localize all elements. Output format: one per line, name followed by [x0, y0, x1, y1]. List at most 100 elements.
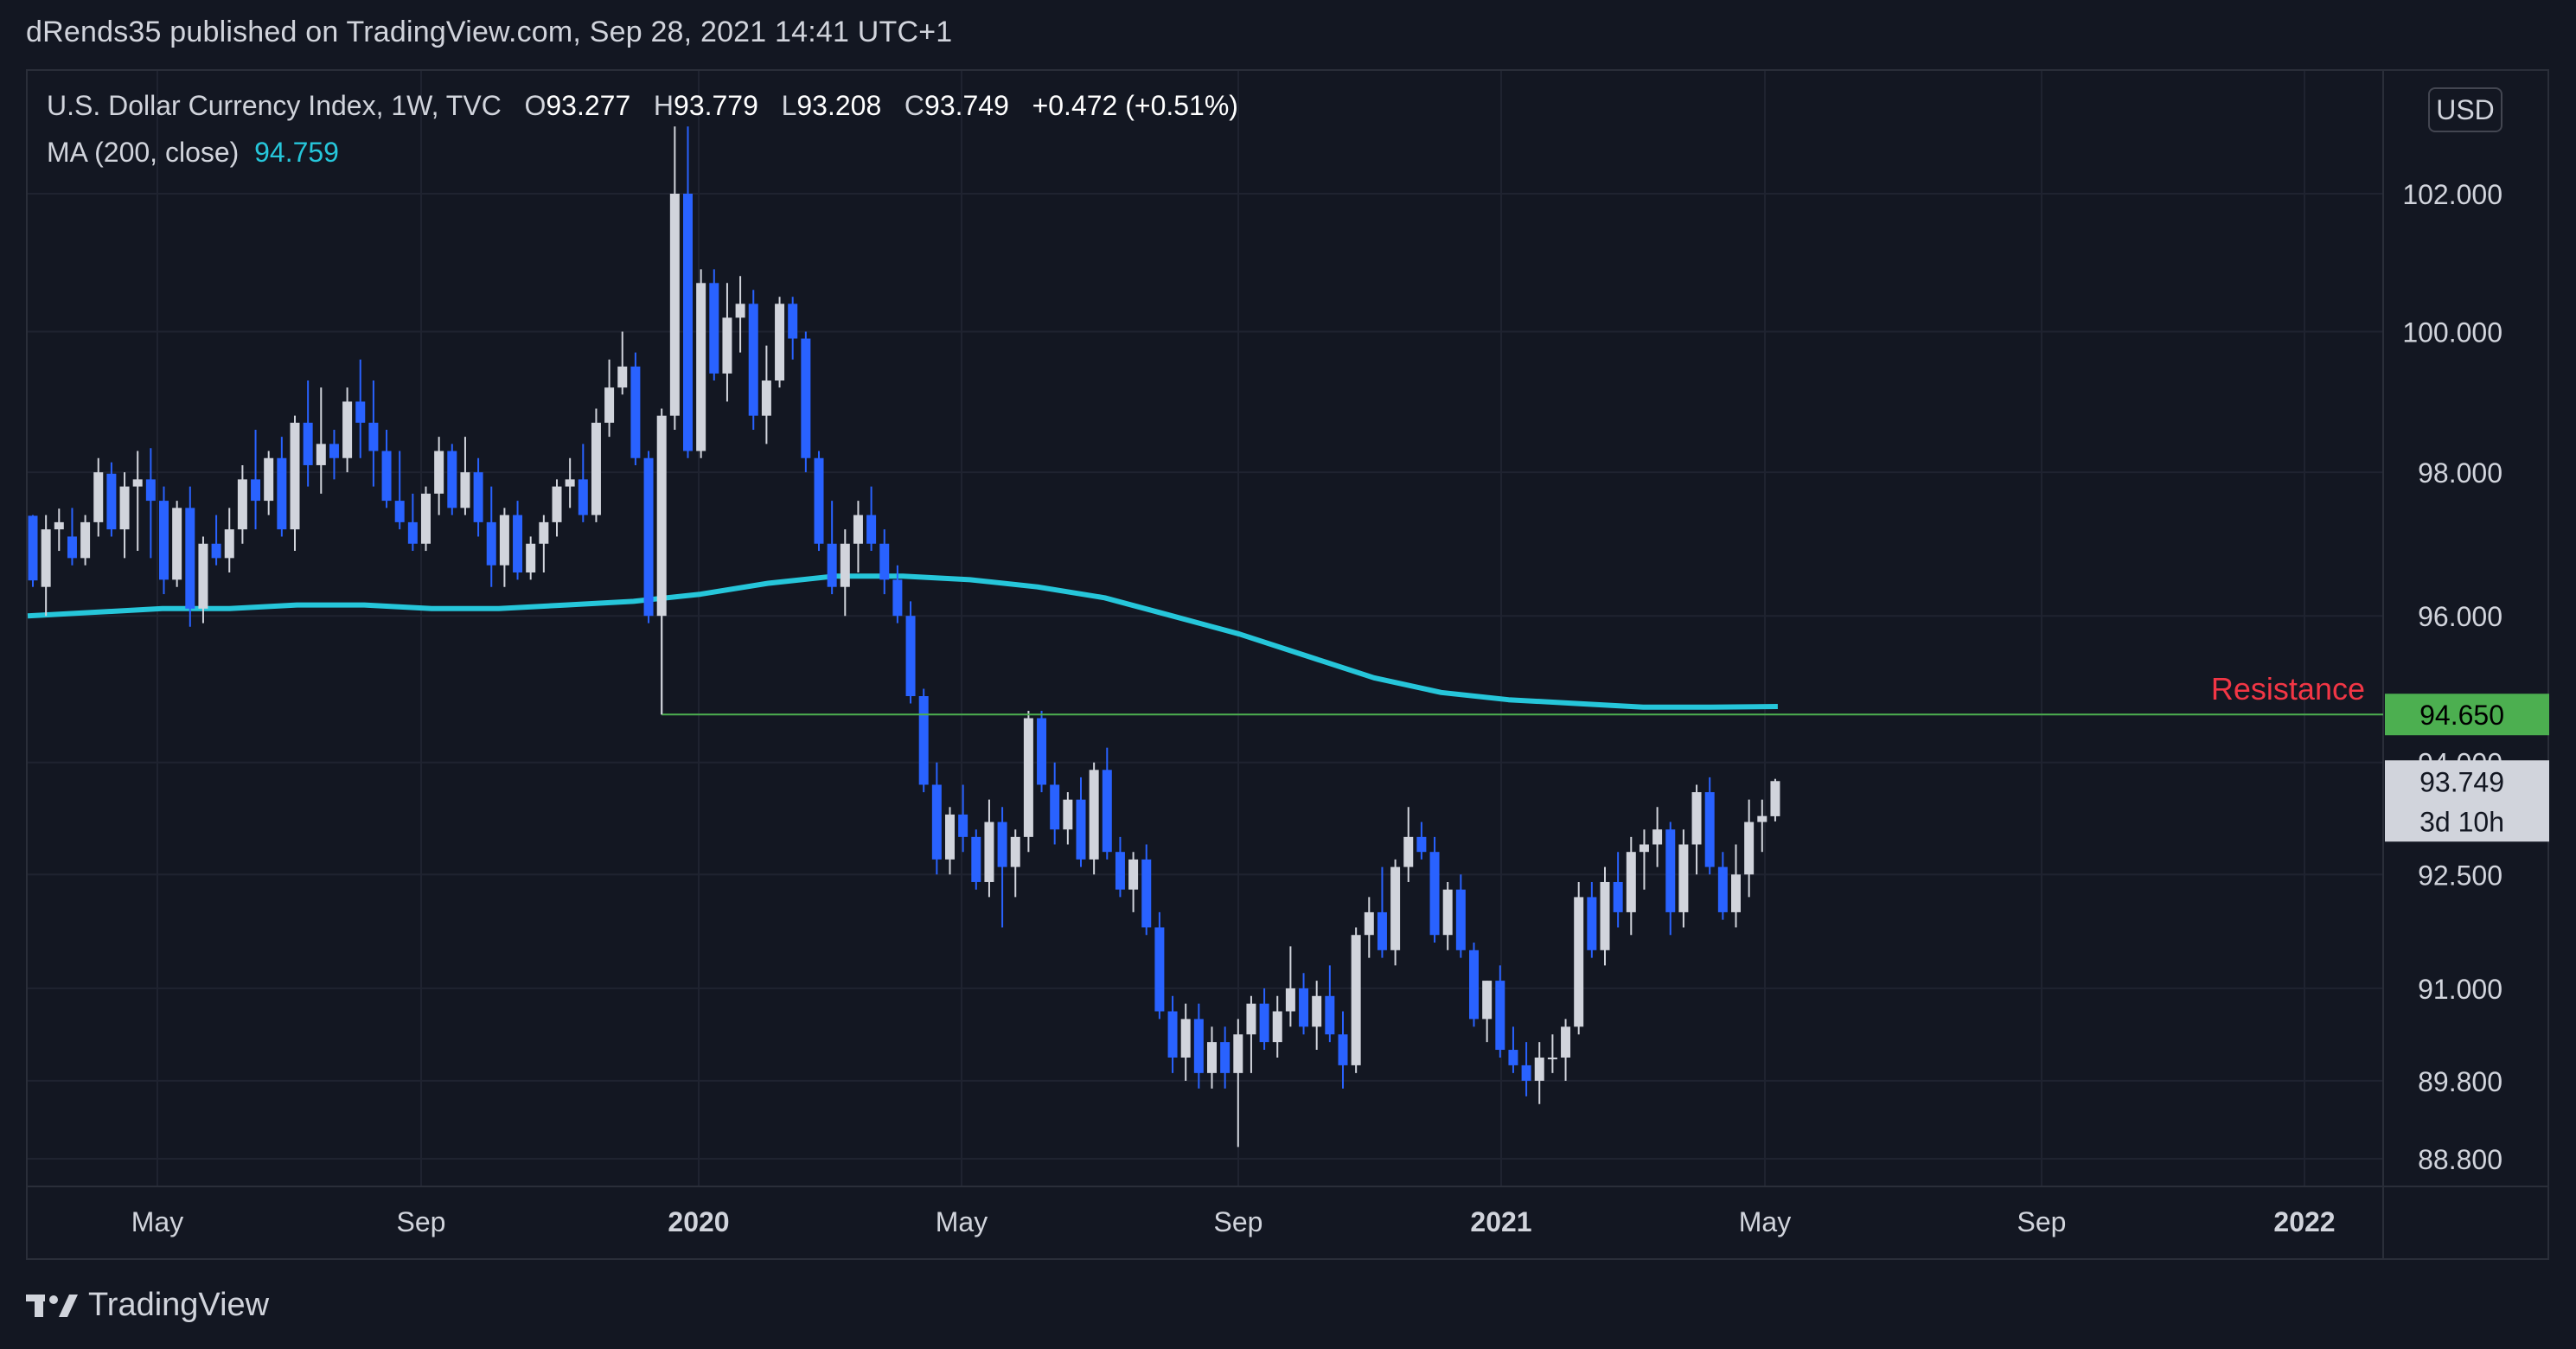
candle-133	[1770, 778, 1780, 822]
candle-49	[669, 126, 680, 431]
candle-27	[381, 430, 392, 508]
candle-body	[801, 338, 811, 458]
currency-button[interactable]: USD	[2428, 87, 2502, 132]
candle-110	[1469, 943, 1479, 1027]
candle-120	[1600, 866, 1610, 966]
candle-39	[539, 515, 549, 573]
candle-51	[696, 269, 706, 458]
candle-body	[290, 422, 300, 530]
candle-body	[80, 521, 91, 559]
candle-73	[984, 799, 994, 898]
candle-body	[1063, 799, 1073, 830]
candle-5	[93, 457, 104, 537]
candle-62	[840, 529, 850, 617]
symbol-name: U.S. Dollar Currency Index, 1W, TVC	[47, 90, 502, 121]
candle-118	[1574, 881, 1584, 1035]
candle-body	[1403, 836, 1414, 867]
candle-body	[407, 521, 418, 544]
price-tick-label: 91.000	[2418, 974, 2502, 1005]
candle-body	[761, 380, 771, 416]
candle-body	[656, 415, 667, 617]
candle-body	[591, 422, 601, 515]
ma-legend[interactable]: MA (200, close) 94.759	[47, 137, 339, 169]
candle-69	[931, 762, 942, 875]
candle-77	[1037, 710, 1047, 793]
candle-96	[1285, 946, 1295, 1027]
price-tick-label: 92.500	[2418, 860, 2502, 891]
candle-70	[945, 807, 955, 875]
candle-body	[1704, 792, 1715, 867]
ma-label: MA (200, close)	[47, 137, 240, 168]
time-tick-label: Sep	[2017, 1206, 2067, 1237]
chart-frame	[26, 69, 2549, 1260]
candle-body	[185, 508, 195, 609]
candle-47	[643, 451, 654, 623]
candle-body	[106, 473, 117, 530]
candle-body	[1744, 822, 1755, 875]
candle-2	[54, 508, 64, 552]
candle-body	[1285, 988, 1295, 1012]
moving-average-layer	[27, 573, 1778, 710]
candle-113	[1508, 1026, 1518, 1073]
candle-24	[342, 387, 353, 473]
candle-body	[565, 479, 575, 487]
candle-106	[1416, 822, 1427, 860]
candle-body	[486, 521, 496, 566]
candle-body	[1442, 889, 1453, 936]
candle-111	[1482, 981, 1493, 1043]
candle-body	[41, 529, 51, 587]
candle-body	[1717, 866, 1728, 912]
candle-body	[853, 515, 863, 544]
candle-58	[788, 297, 798, 360]
candle-body	[1233, 1034, 1243, 1073]
candle-9	[145, 448, 156, 559]
candle-body	[683, 194, 693, 451]
candle-body	[1220, 1042, 1230, 1073]
footer-brand[interactable]: TradingView	[26, 1287, 269, 1324]
price-tick-label: 102.000	[2402, 179, 2502, 210]
time-tick-label: May	[936, 1206, 988, 1237]
candle-body	[28, 515, 38, 581]
candle-body	[211, 543, 221, 559]
resistance-label: Resistance	[2211, 671, 2365, 706]
candle-79	[1063, 792, 1073, 845]
candle-body	[277, 457, 287, 530]
candle-body	[1416, 836, 1427, 853]
candle-body	[1547, 1057, 1557, 1059]
candle-body	[604, 387, 615, 423]
candle-31	[434, 437, 444, 515]
candle-body	[879, 543, 890, 580]
candle-25	[355, 359, 366, 458]
candle-body	[1455, 889, 1466, 950]
candle-122	[1626, 836, 1636, 936]
candle-17	[251, 430, 261, 530]
price-tick-label: 100.000	[2402, 316, 2502, 348]
candle-body	[1010, 836, 1020, 867]
candle-body	[1678, 844, 1689, 912]
candle-body	[342, 401, 353, 458]
candle-38	[526, 536, 536, 580]
candle-body	[316, 444, 326, 465]
candle-80	[1076, 777, 1086, 867]
candle-74	[997, 807, 1007, 928]
candle-body	[54, 521, 64, 530]
candle-body	[368, 422, 379, 451]
candle-61	[827, 501, 837, 595]
candle-body	[1613, 881, 1623, 912]
candle-50	[683, 126, 693, 458]
candle-body	[918, 695, 929, 785]
candle-body	[840, 543, 850, 587]
candle-body	[552, 486, 562, 522]
candle-55	[748, 290, 758, 431]
candle-101	[1351, 927, 1361, 1073]
candle-body	[1193, 1019, 1204, 1073]
candle-88	[1180, 1003, 1191, 1081]
candle-115	[1534, 1042, 1544, 1104]
candle-53	[722, 283, 732, 402]
candle-body	[526, 543, 536, 573]
candle-body	[748, 304, 758, 416]
candle-body	[630, 366, 641, 458]
price-axis: 102.000100.00098.00096.00094.00092.50091…	[2385, 179, 2549, 1175]
candle-41	[565, 457, 575, 508]
